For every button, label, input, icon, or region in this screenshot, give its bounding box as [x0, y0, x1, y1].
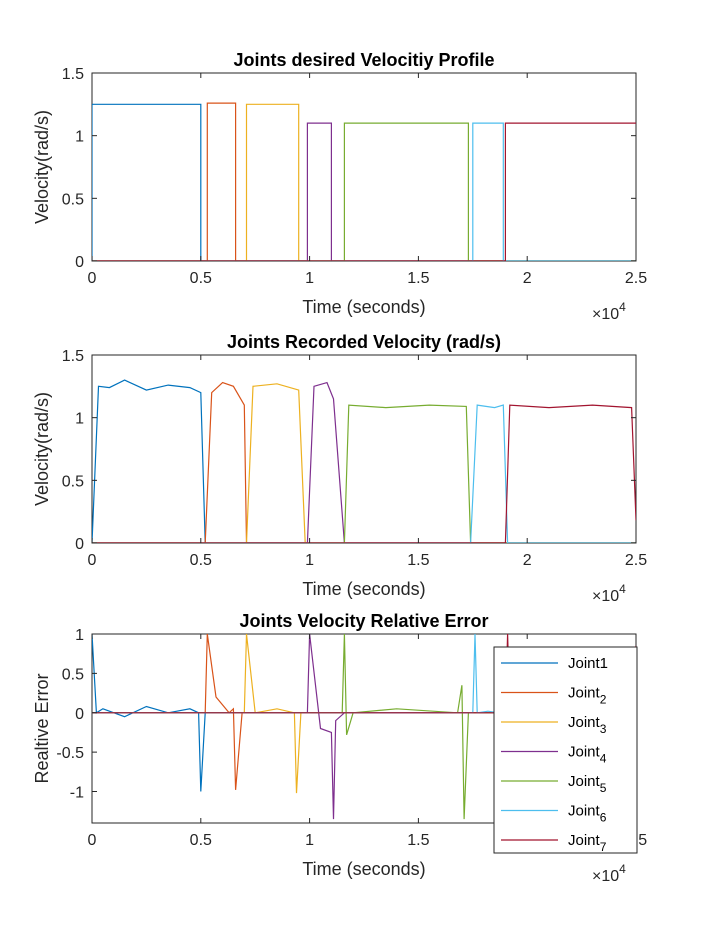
- legend-label-base: Joint: [568, 832, 601, 849]
- x-tick-label: 1.5: [407, 552, 429, 569]
- series-line-joint3: [92, 103, 636, 261]
- y-axis-label: Realtive Error: [32, 673, 52, 783]
- y-tick-label: 0: [75, 254, 84, 271]
- y-axis-label: Velocity(rad/s): [32, 110, 52, 224]
- y-tick-label: -0.5: [56, 745, 84, 762]
- x-tick-label: 1.5: [407, 270, 429, 287]
- x-exponent-label: ×104: [592, 300, 626, 323]
- legend-label-base: Joint1: [568, 655, 608, 672]
- x-axis-label: Time (seconds): [302, 579, 425, 599]
- x-tick-label: 2: [523, 270, 532, 287]
- legend-label-base: Joint: [568, 685, 601, 702]
- series-line-joint4: [92, 634, 636, 820]
- x-axis-label: Time (seconds): [302, 859, 425, 879]
- x-exponent-power: 4: [619, 862, 626, 876]
- x-axis-label: Time (seconds): [302, 297, 425, 317]
- x-tick-label: 2.5: [625, 552, 647, 569]
- legend-label-subscript: 4: [600, 752, 607, 766]
- series-line-joint2: [92, 102, 636, 261]
- x-exponent-label: ×104: [592, 582, 626, 605]
- x-tick-label: 0: [88, 832, 97, 849]
- y-tick-label: 0.5: [62, 473, 84, 490]
- series-line-joint1: [92, 379, 636, 543]
- series-line-joint6: [92, 404, 636, 543]
- series-line-joint1: [92, 103, 636, 261]
- legend-label-joint5: Joint5: [568, 773, 607, 795]
- x-tick-label: 0.5: [190, 552, 212, 569]
- y-tick-label: 0: [75, 706, 84, 723]
- x-tick-label: 2.5: [625, 270, 647, 287]
- series-line-joint7: [92, 122, 636, 261]
- y-tick-label: 1: [75, 129, 84, 146]
- x-exponent-base: ×10: [592, 306, 619, 323]
- chart-title: Joints Velocity Relative Error: [239, 611, 488, 631]
- legend-label-base: Joint: [568, 714, 601, 731]
- x-tick-label: 0.5: [190, 270, 212, 287]
- x-exponent-base: ×10: [592, 588, 619, 605]
- y-tick-label: 1.5: [62, 66, 84, 83]
- x-tick-label: 0: [88, 552, 97, 569]
- legend-label-joint4: Joint4: [568, 744, 607, 766]
- legend-label-base: Joint: [568, 744, 601, 761]
- y-tick-label: 1: [75, 411, 84, 428]
- chart-title: Joints Recorded Velocity (rad/s): [227, 332, 501, 352]
- series-line-joint4: [92, 381, 636, 543]
- series-line-joint5: [92, 634, 636, 820]
- legend-label-subscript: 7: [600, 840, 607, 854]
- x-tick-label: 0: [88, 270, 97, 287]
- series-line-joint5: [92, 122, 636, 261]
- legend-label-subscript: 3: [600, 722, 607, 736]
- x-exponent-power: 4: [619, 582, 626, 596]
- y-tick-label: 0: [75, 536, 84, 553]
- series-line-joint6: [92, 122, 636, 261]
- y-tick-label: 0.5: [62, 666, 84, 683]
- legend-box: [493, 646, 638, 854]
- legend-label-subscript: 6: [600, 811, 607, 825]
- y-tick-label: 0.5: [62, 191, 84, 208]
- x-tick-label: 1: [305, 552, 314, 569]
- x-exponent-base: ×10: [592, 868, 619, 885]
- x-tick-label: 1: [305, 832, 314, 849]
- series-group: [92, 379, 636, 543]
- legend: Joint1Joint2Joint3Joint4Joint5Joint6Join…: [493, 646, 638, 854]
- x-tick-label: 0.5: [190, 832, 212, 849]
- series-group: [92, 102, 636, 261]
- y-tick-label: 1: [75, 627, 84, 644]
- legend-label-joint2: Joint2: [568, 685, 607, 707]
- legend-label-joint7: Joint7: [568, 832, 607, 854]
- series-line-joint7: [92, 404, 636, 543]
- chart-title: Joints desired Velocitiy Profile: [233, 50, 494, 70]
- x-tick-label: 1: [305, 270, 314, 287]
- legend-label-base: Joint: [568, 803, 601, 820]
- chart-panel-1: 0 0.5 1 1.5 2 2.5 0 0.5 1 1.5 Joints desired Veloc…: [32, 50, 647, 323]
- y-tick-label: -1: [70, 785, 84, 802]
- x-tick-label: 2: [523, 552, 532, 569]
- legend-label-base: Joint: [568, 773, 601, 790]
- x-exponent-label: ×104: [592, 862, 626, 885]
- plot-area: [91, 354, 637, 544]
- series-line-joint2: [92, 381, 636, 543]
- legend-label-subscript: 2: [600, 693, 607, 707]
- series-line-joint5: [92, 404, 636, 543]
- legend-label-joint1: Joint1: [568, 655, 608, 672]
- chart-panel-2: 0 0.5 1 1.5 2 2.5 0 0.5 1 1.5 Joints Recorded Velo…: [32, 332, 647, 605]
- x-exponent-power: 4: [619, 300, 626, 314]
- legend-label-subscript: 5: [600, 781, 607, 795]
- legend-label-joint3: Joint3: [568, 714, 607, 736]
- y-tick-label: 1.5: [62, 348, 84, 365]
- x-tick-label: 1.5: [407, 832, 429, 849]
- plot-area: [91, 72, 637, 262]
- series-line-joint4: [92, 122, 636, 261]
- legend-label-joint6: Joint6: [568, 803, 607, 825]
- series-line-joint3: [92, 383, 636, 543]
- y-axis-label: Velocity(rad/s): [32, 392, 52, 506]
